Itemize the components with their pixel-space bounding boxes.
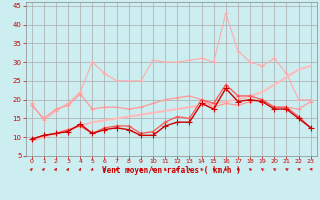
X-axis label: Vent moyen/en rafales ( km/h ): Vent moyen/en rafales ( km/h ) — [102, 166, 241, 175]
